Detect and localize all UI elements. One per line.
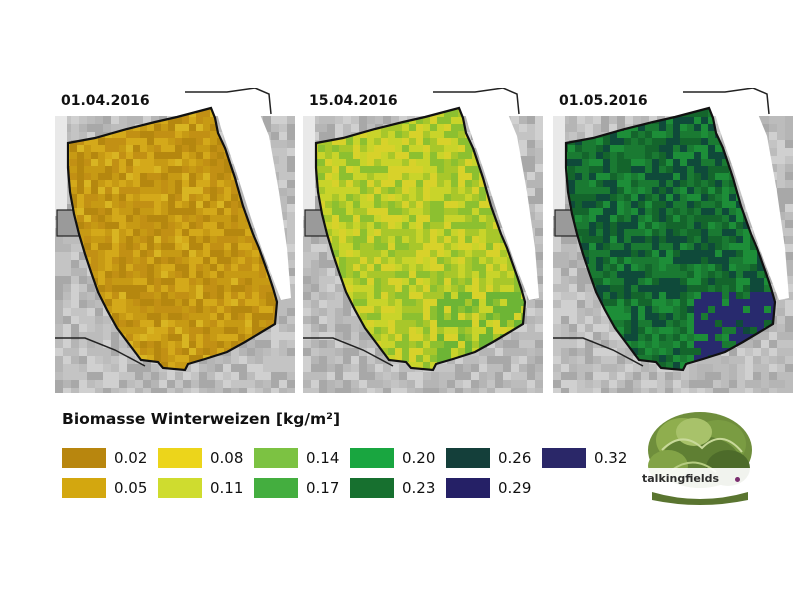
legend-item: 0.26	[446, 446, 531, 470]
legend-swatch	[62, 448, 106, 468]
legend-swatch	[254, 448, 298, 468]
legend-title: Biomasse Winterweizen [kg/m²]	[62, 410, 341, 428]
legend-swatch	[542, 448, 586, 468]
legend: 0.02 0.05 0.08 0.11 0.14 0.17 0.20 0.23 0.26 0.29…	[62, 446, 662, 506]
lettuce-icon	[636, 412, 764, 505]
legend-swatch	[446, 478, 490, 498]
legend-item: 0.14	[254, 446, 339, 470]
legend-item: 0.17	[254, 476, 339, 500]
legend-label: 0.02	[114, 449, 148, 467]
legend-swatch	[446, 448, 490, 468]
legend-label: 0.29	[498, 479, 532, 497]
logo-text: talkingfields	[642, 472, 720, 485]
legend-label: 0.05	[114, 479, 148, 497]
map-panel-3: 01.05.2016	[553, 88, 793, 393]
legend-label: 0.20	[402, 449, 436, 467]
map-image-2	[303, 88, 543, 393]
logo-dot	[735, 477, 740, 482]
legend-item: 0.11	[158, 476, 243, 500]
panel-date-3: 01.05.2016	[559, 93, 648, 109]
legend-label: 0.14	[306, 449, 340, 467]
legend-item: 0.05	[62, 476, 147, 500]
legend-item: 0.23	[350, 476, 435, 500]
legend-label: 0.26	[498, 449, 532, 467]
legend-item: 0.02	[62, 446, 147, 470]
legend-item: 0.29	[446, 476, 531, 500]
legend-label: 0.32	[594, 449, 628, 467]
map-panel-1: 01.04.2016	[55, 88, 295, 393]
legend-swatch	[158, 478, 202, 498]
legend-item: 0.32	[542, 446, 627, 470]
map-image-3	[553, 88, 793, 393]
legend-label: 0.17	[306, 479, 340, 497]
map-image-1	[55, 88, 295, 393]
legend-swatch	[158, 448, 202, 468]
legend-label: 0.11	[210, 479, 244, 497]
legend-swatch	[350, 448, 394, 468]
legend-label: 0.23	[402, 479, 436, 497]
legend-swatch	[254, 478, 298, 498]
legend-label: 0.08	[210, 449, 244, 467]
panel-date-1: 01.04.2016	[61, 93, 150, 109]
talkingfields-logo: talkingfields	[632, 410, 768, 506]
legend-item: 0.08	[158, 446, 243, 470]
map-panel-2: 15.04.2016	[303, 88, 543, 393]
legend-item: 0.20	[350, 446, 435, 470]
panel-date-2: 15.04.2016	[309, 93, 398, 109]
legend-swatch	[350, 478, 394, 498]
legend-swatch	[62, 478, 106, 498]
